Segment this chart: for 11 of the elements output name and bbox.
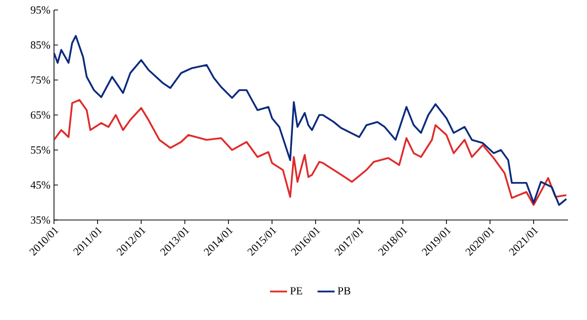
y-tick-label: 95% xyxy=(30,6,50,14)
line-series xyxy=(54,99,568,206)
y-tick-label: 85% xyxy=(30,41,50,49)
legend-label: PE xyxy=(290,287,302,294)
y-tick-label: 35% xyxy=(30,216,50,224)
y-tick-label: 55% xyxy=(31,146,50,154)
y-tick-label: 75% xyxy=(31,76,50,84)
y-tick-label: 45% xyxy=(30,181,50,189)
line-series xyxy=(54,35,568,206)
legend-label: PB xyxy=(338,287,350,294)
y-tick-label: 65% xyxy=(30,111,50,119)
